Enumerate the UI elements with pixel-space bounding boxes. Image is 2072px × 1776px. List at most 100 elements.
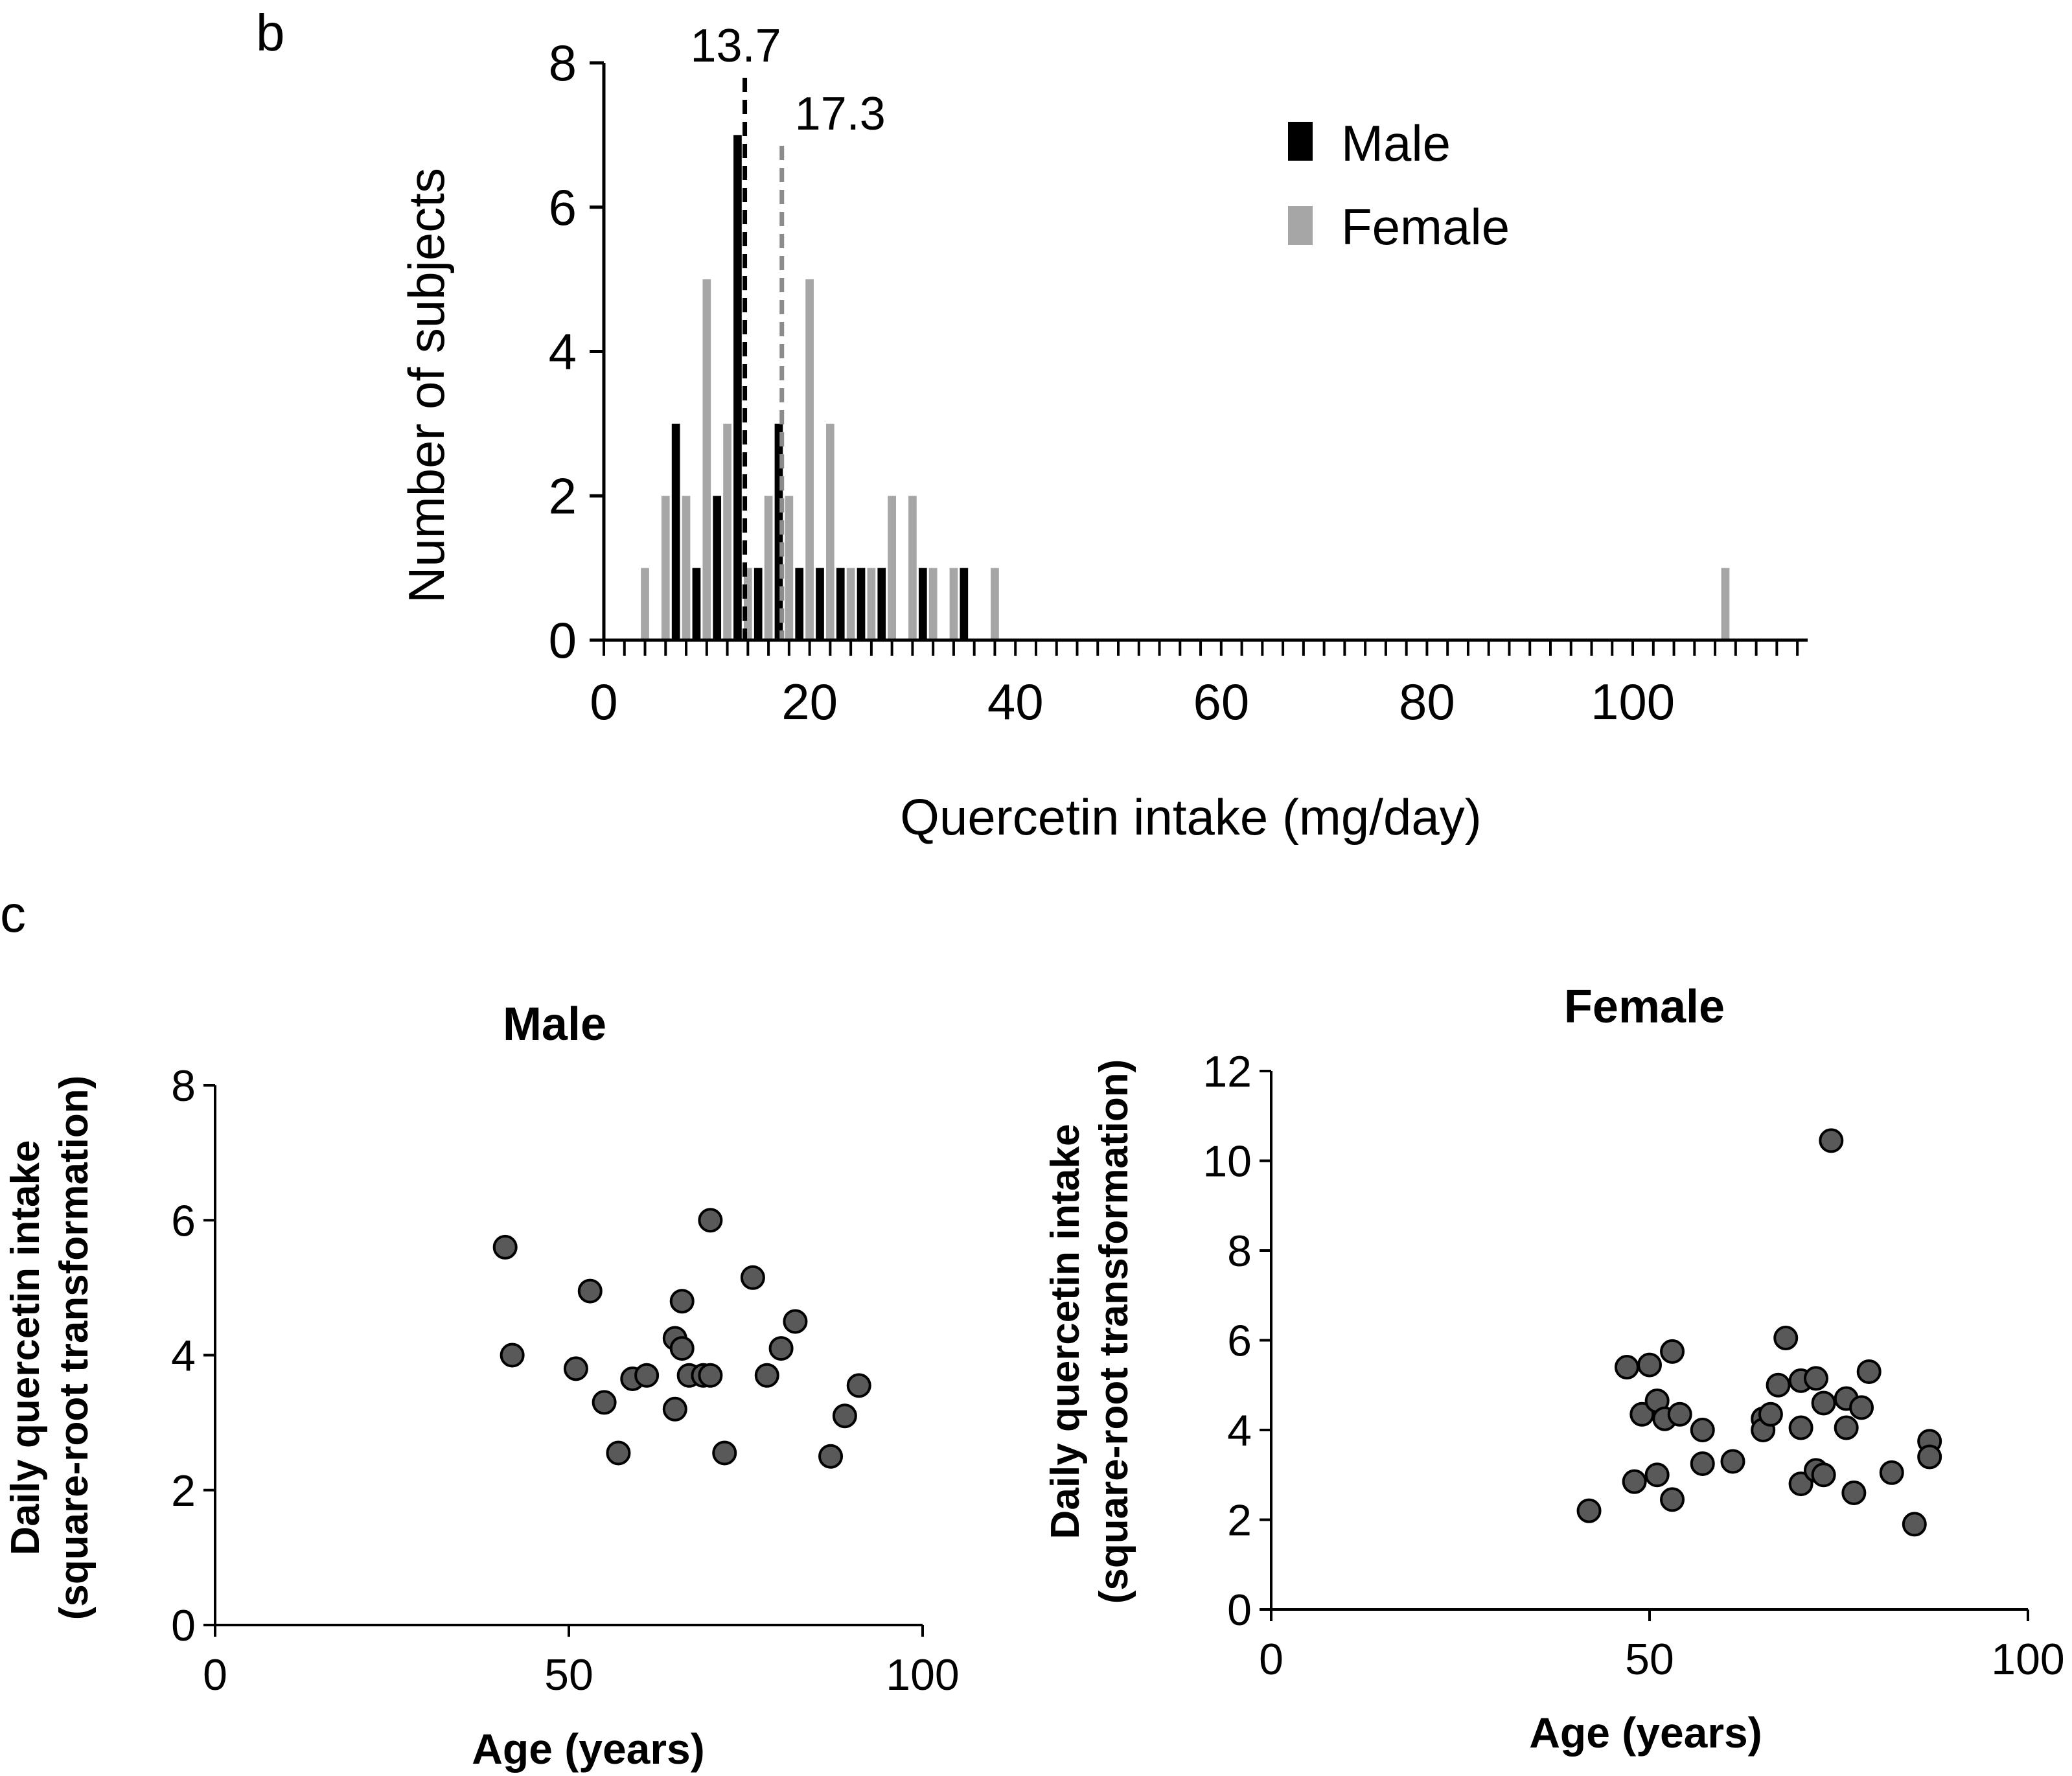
y-tick-label: 4 [549, 323, 577, 380]
male-x-axis-ticks: 0 50 100 [203, 1625, 960, 1700]
female-point [1773, 1326, 1799, 1351]
y-tick-label: 6 [549, 179, 577, 236]
male-bars [671, 135, 969, 640]
male-bar [960, 568, 969, 640]
female-bar [723, 423, 731, 640]
male-bar [733, 135, 742, 640]
male-point [592, 1390, 617, 1415]
y-tick-label: 6 [171, 1196, 196, 1245]
female-y-axis-title-line1: Daily quercetin intake [1043, 1124, 1088, 1540]
male-point [783, 1309, 808, 1334]
female-point [1614, 1355, 1639, 1380]
x-axis-ticks: 0 20 40 60 80 100 [590, 673, 1675, 730]
chart-title-male: Male [503, 998, 606, 1050]
x-tick-label: 20 [781, 673, 838, 730]
legend-label-male: Male [1341, 115, 1451, 172]
male-point [662, 1396, 687, 1422]
male-point [492, 1234, 518, 1260]
female-point [1841, 1480, 1867, 1505]
female-point [1856, 1359, 1882, 1384]
female-bar [949, 568, 958, 640]
female-point [1803, 1366, 1828, 1391]
male-point [768, 1336, 794, 1361]
male-y-axis-ticks: 0 2 4 6 8 [171, 1061, 215, 1650]
female-bar [1721, 568, 1730, 640]
female-point [1788, 1415, 1813, 1440]
female-point [1819, 1128, 1844, 1153]
y-tick-label: 0 [549, 612, 577, 669]
female-bar [805, 279, 814, 640]
male-bar [816, 568, 824, 640]
legend-label-female: Female [1341, 198, 1510, 255]
male-point [563, 1356, 588, 1381]
female-points [1576, 1128, 1942, 1537]
female-point [1660, 1487, 1685, 1512]
male-bar [671, 423, 680, 640]
female-bar [702, 279, 711, 640]
male-point [669, 1289, 695, 1314]
y-tick-label: 2 [1227, 1496, 1252, 1545]
female-point [1917, 1444, 1942, 1470]
x-tick-label: 0 [1259, 1635, 1283, 1684]
panel-label-b: b [256, 4, 285, 62]
legend-swatch-male [1288, 122, 1313, 161]
male-x-axis-title: Age (years) [472, 1725, 705, 1773]
female-point [1834, 1415, 1859, 1440]
male-y-axis-title: Daily quercetin intake (square-root tran… [3, 1076, 97, 1620]
female-y-axis-ticks: 0 2 4 6 8 10 12 [1203, 1047, 1271, 1635]
female-point [1758, 1401, 1783, 1427]
x-tick-label: 100 [886, 1650, 959, 1700]
female-bar [661, 496, 670, 640]
male-point [846, 1373, 871, 1398]
male-y-axis-title-line1: Daily quercetin intake [3, 1140, 48, 1556]
male-bar [692, 568, 701, 640]
male-bar [877, 568, 886, 640]
male-bar [836, 568, 845, 640]
x-tick-label: 50 [1625, 1635, 1674, 1684]
male-point [698, 1363, 723, 1388]
mean-label-female: 17.3 [795, 88, 886, 140]
male-bar [857, 568, 866, 640]
male-point [634, 1363, 660, 1388]
scatter-male-chart: Male 0 2 4 6 8 0 50 100 Age (years) Daily quer… [3, 998, 960, 1773]
male-point [712, 1440, 737, 1466]
y-tick-label: 12 [1203, 1047, 1252, 1096]
y-tick-label: 8 [1227, 1227, 1252, 1276]
y-tick-label: 4 [1227, 1406, 1252, 1455]
male-point [577, 1278, 603, 1304]
female-bar [764, 496, 773, 640]
female-point [1690, 1451, 1715, 1476]
female-bars [641, 279, 1730, 640]
x-tick-label: 0 [590, 673, 617, 730]
x-axis-minor-ticks [603, 640, 1799, 656]
female-bar [908, 496, 917, 640]
legend-swatch-female [1288, 206, 1313, 245]
scatter-female-chart: Female 0 2 4 6 8 10 12 0 50 100 Age (years) Dail… [1043, 981, 2065, 1757]
female-point [1629, 1401, 1655, 1427]
female-bar [867, 568, 876, 640]
y-axis-title: Number of subjects [398, 168, 455, 603]
panel-label-c: c [0, 885, 26, 943]
x-tick-label: 40 [987, 673, 1044, 730]
male-points [492, 1208, 871, 1469]
x-tick-label: 50 [544, 1650, 593, 1700]
chart-title-female: Female [1564, 981, 1725, 1033]
male-bar [918, 568, 927, 640]
female-bar [785, 496, 794, 640]
female-point [1622, 1469, 1647, 1494]
x-tick-label: 100 [1591, 673, 1675, 730]
x-axis-title: Quercetin intake (mg/day) [900, 789, 1481, 846]
female-point [1811, 1390, 1836, 1416]
male-bar [713, 496, 722, 640]
female-point [1766, 1372, 1791, 1398]
female-bar [991, 568, 999, 640]
mean-label-male: 13.7 [690, 20, 781, 72]
female-bar [826, 423, 835, 640]
x-tick-label: 100 [1991, 1635, 2064, 1684]
x-tick-label: 80 [1399, 673, 1455, 730]
female-point [1879, 1460, 1904, 1485]
x-tick-label: 0 [203, 1650, 227, 1700]
female-point [1788, 1471, 1813, 1497]
female-y-axis-title: Daily quercetin intake (square-root tran… [1043, 1059, 1136, 1604]
